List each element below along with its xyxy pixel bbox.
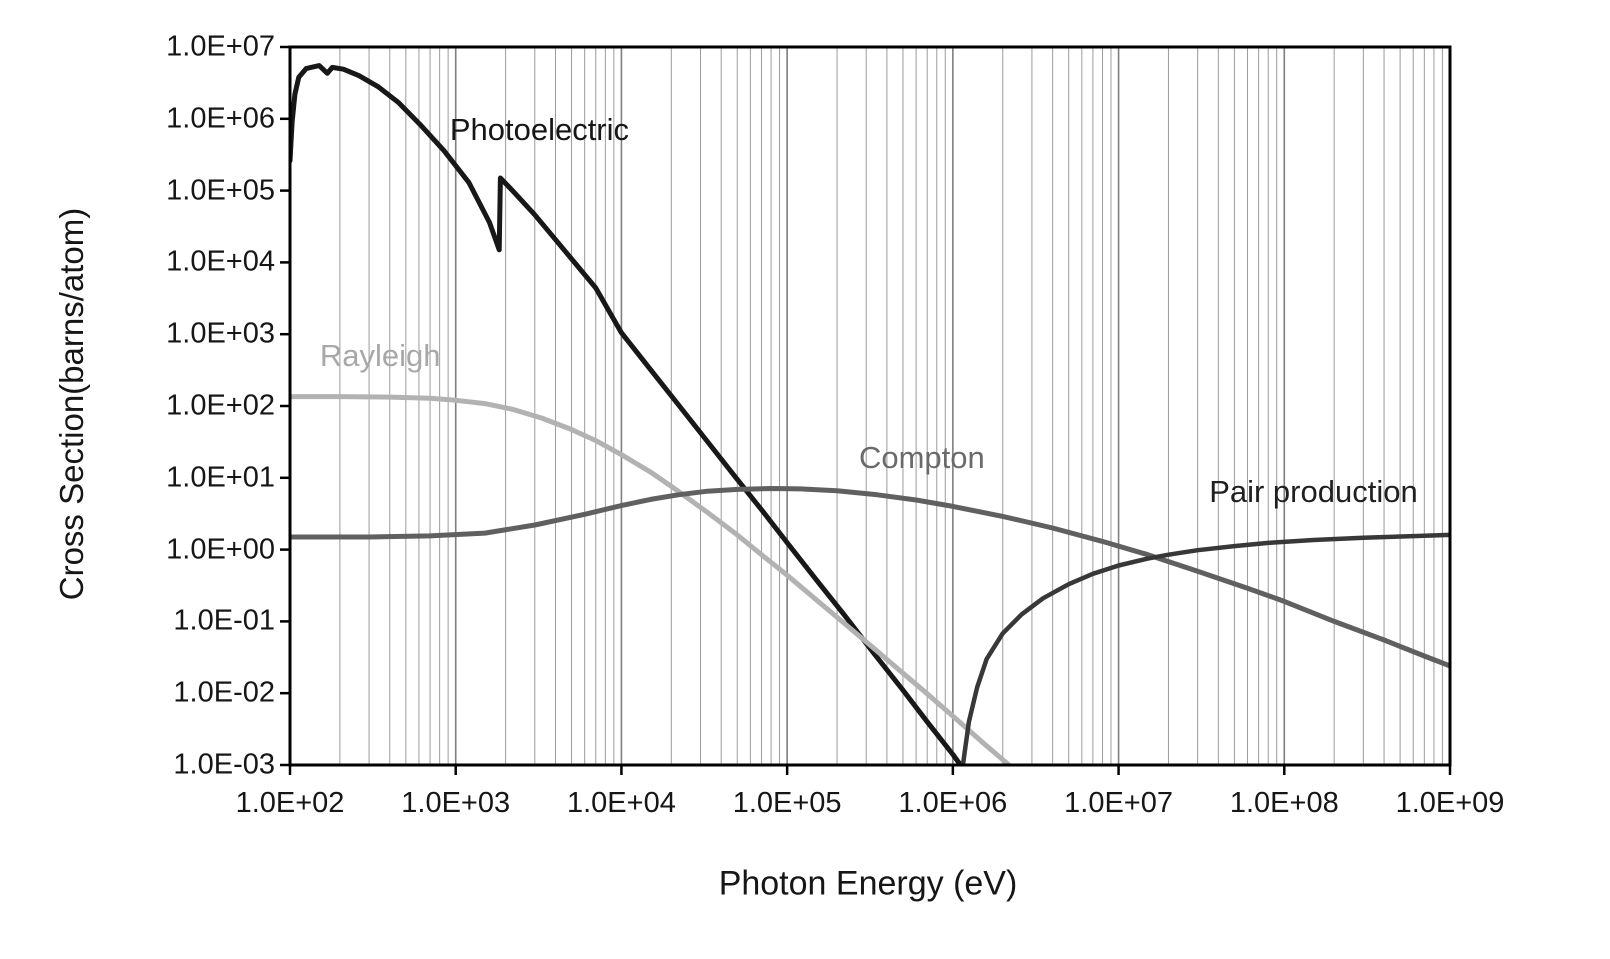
y-tick-label: 1.0E+05: [166, 173, 275, 206]
annotation-rayleigh: Rayleigh: [319, 337, 441, 373]
y-tick-label: 1.0E-03: [173, 748, 275, 781]
series-pair-production-line: [960, 532, 1450, 765]
y-tick-label: 1.0E+01: [166, 461, 275, 494]
annotation-pair-production: Pair production: [1209, 474, 1418, 510]
annotation-compton: Compton: [858, 439, 985, 475]
x-tick-label: 1.0E+09: [1395, 787, 1505, 819]
y-tick-label: 1.0E+07: [166, 30, 275, 63]
x-axis-title: Photon Energy (eV): [718, 864, 1018, 903]
plot-area: [280, 45, 1452, 775]
y-tick-label: 1.0E+03: [166, 317, 275, 350]
x-tick-label: 1.0E+08: [1229, 787, 1339, 819]
plot-svg: [280, 45, 1452, 775]
series-group: [290, 63, 1450, 765]
axis-ticks: [280, 45, 1452, 775]
y-tick-label: 1.0E-02: [173, 676, 275, 709]
y-tick-label: 1.0E+00: [166, 532, 275, 565]
y-tick-label: 1.0E-01: [173, 604, 275, 637]
x-tick-label: 1.0E+03: [401, 787, 511, 819]
plot-frame: [288, 45, 1452, 767]
series-compton-line: [290, 486, 1450, 669]
series-rayleigh-line: [290, 394, 1013, 765]
series-photoelectric-line: [290, 63, 964, 765]
x-tick-label: 1.0E+06: [898, 787, 1008, 819]
y-axis-title: Cross Section(barns/atom): [53, 207, 90, 601]
y-tick-label: 1.0E+02: [166, 389, 275, 422]
x-tick-label: 1.0E+02: [235, 787, 345, 819]
y-tick-label: 1.0E+06: [166, 102, 275, 135]
y-tick-label: 1.0E+04: [166, 245, 275, 278]
x-tick-label: 1.0E+07: [1064, 787, 1173, 819]
gridlines: [339, 47, 1443, 765]
x-tick-label: 1.0E+04: [566, 787, 676, 819]
x-tick-label: 1.0E+05: [732, 787, 842, 819]
annotation-photoelectric: Photoelectric: [449, 111, 630, 147]
